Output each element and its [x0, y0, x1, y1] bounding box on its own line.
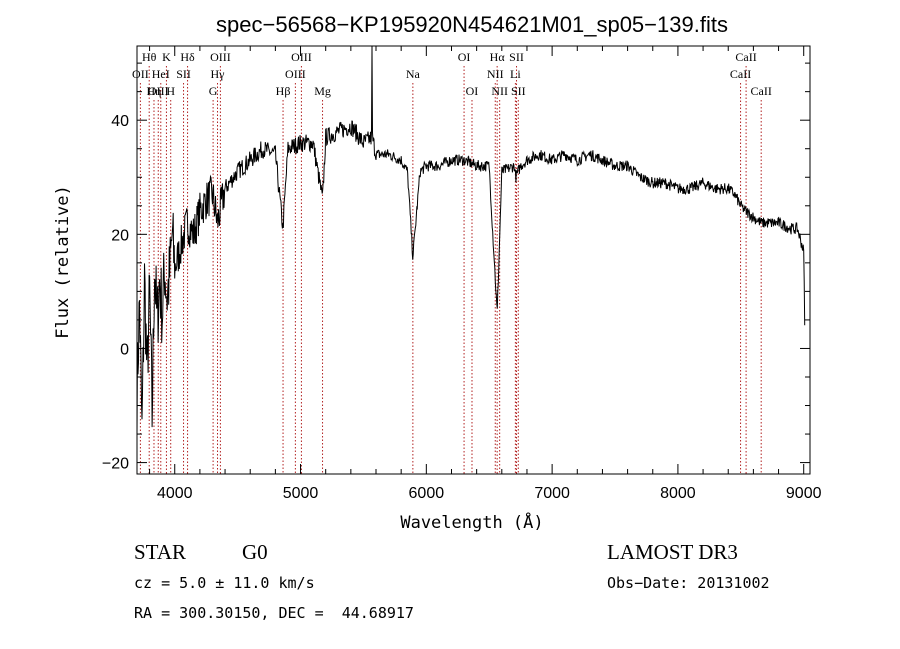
x-tick-label: 9000 — [786, 485, 822, 502]
axis-tick-labels: 4000 5000 6000 7000 8000 9000 −20 0 20 40 — [102, 113, 822, 502]
x-axis-label: Wavelength (Å) — [400, 511, 543, 533]
spectral-subclass: G0 — [242, 540, 268, 564]
line-marker-label: Hβ — [276, 84, 291, 98]
line-marker-label: Hγ — [211, 67, 226, 81]
y-tick-label: −20 — [102, 456, 129, 473]
survey-label: LAMOST DR3 — [607, 540, 738, 564]
line-marker-label: Hθ — [142, 50, 157, 64]
y-tick-label: 40 — [111, 113, 129, 130]
line-marker-label: OIII — [210, 50, 231, 64]
coordinates-text: RA = 300.30150, DEC = 44.68917 — [134, 604, 414, 622]
line-marker-label: NII — [487, 67, 504, 81]
y-tick-label: 0 — [120, 341, 129, 358]
line-marker-label: Hα — [490, 50, 506, 64]
line-marker-label: OI — [458, 50, 471, 64]
obs-date-text: Obs−Date: 20131002 — [607, 574, 770, 592]
line-marker-label: OI — [466, 84, 479, 98]
line-marker-label: CaII — [735, 50, 756, 64]
line-marker-label: OIII — [285, 67, 306, 81]
y-tick-label: 20 — [111, 227, 129, 244]
line-marker-label: CaII — [730, 67, 751, 81]
line-marker-label: SII — [176, 67, 191, 81]
line-marker-label: NII — [491, 84, 508, 98]
line-marker-label: G — [209, 84, 218, 98]
plot-frame — [136, 45, 811, 475]
x-tick-label: 8000 — [660, 485, 696, 502]
line-marker-label: H — [166, 84, 175, 98]
line-marker-label: CaII — [751, 84, 772, 98]
line-marker-label: Hδ — [180, 50, 195, 64]
line-marker-label: Hη — [147, 84, 162, 98]
x-tick-label: 5000 — [283, 485, 319, 502]
redshift-text: cz = 5.0 ± 11.0 km/s — [134, 574, 315, 592]
line-marker-label: SII — [511, 84, 526, 98]
chart-title: spec−56568−KP195920N454621M01_sp05−139.f… — [216, 12, 728, 37]
line-markers — [139, 66, 762, 474]
line-marker-label: OIII — [291, 50, 312, 64]
x-tick-label: 7000 — [534, 485, 570, 502]
line-marker-label: OIII — [148, 84, 169, 98]
spectrum-line — [136, 45, 806, 435]
x-tick-label: 4000 — [157, 485, 193, 502]
y-axis-label: Flux (relative) — [53, 185, 73, 339]
line-marker-label: Mg — [314, 84, 331, 98]
line-marker-label: Na — [406, 67, 421, 81]
object-type: STAR — [134, 540, 186, 564]
line-marker-label: Li — [510, 67, 521, 81]
line-marker-label: OII — [132, 67, 149, 81]
x-tick-label: 6000 — [409, 485, 445, 502]
axis-ticks — [137, 46, 810, 474]
line-marker-label: SII — [509, 50, 524, 64]
line-marker-labels: Hθ OII OIII HeI Hη K H Hδ SII OIII Hγ G OIII OIII Hβ Mg… — [132, 50, 772, 98]
line-marker-label: K — [162, 50, 171, 64]
line-marker-label: HeI — [152, 67, 170, 81]
